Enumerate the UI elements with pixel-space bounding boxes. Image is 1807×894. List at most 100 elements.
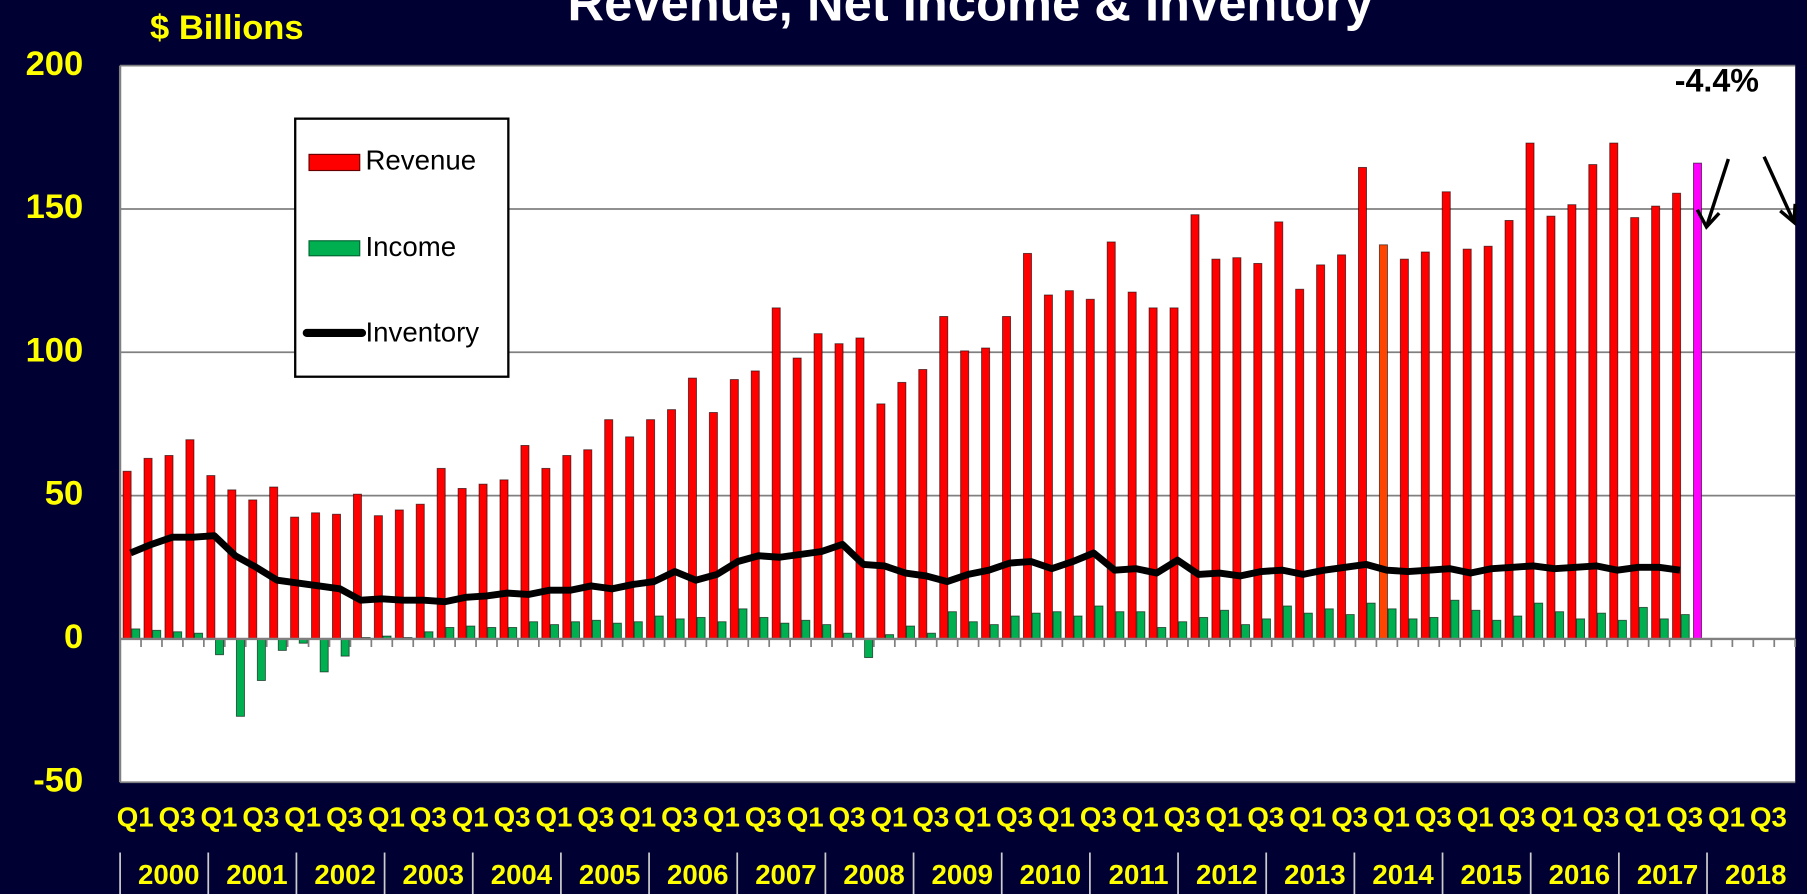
x-tick-label: Q3 [661,801,698,832]
bar [1387,608,1397,640]
bar [1630,217,1640,640]
bar [415,503,425,640]
year-label: 2006 [667,859,728,890]
bar [1513,615,1523,640]
bar [876,403,886,640]
x-tick-label: Q3 [577,801,614,832]
x-tick-label: Q3 [1331,801,1368,832]
bar [989,624,999,640]
bar [646,419,656,640]
x-tick-label: Q1 [1038,801,1075,832]
bar [1253,262,1263,640]
arrows [1695,155,1797,230]
x-tick-label: Q1 [1708,801,1745,832]
bar [1010,615,1020,640]
bar [1555,611,1565,640]
legend-label: Inventory [365,316,479,347]
bar [1450,599,1460,640]
y-tick-label: -50 [33,761,83,799]
year-label: 2000 [138,859,199,890]
bar [570,621,580,640]
bar [1157,627,1167,640]
x-tick-label: Q1 [284,801,321,832]
year-label: 2014 [1372,859,1434,890]
bar [1303,612,1313,640]
bar [394,509,404,640]
bar [1638,606,1648,640]
bar [1282,605,1292,640]
bar [1274,221,1284,640]
year-label: 2001 [226,859,287,890]
bar [918,369,928,640]
bar [855,337,865,640]
x-tick-label: Q3 [494,801,531,832]
x-tick-label: Q1 [1457,801,1494,832]
bar [1220,609,1230,640]
bar [864,638,874,659]
bar [1324,608,1334,640]
bar [1022,252,1032,640]
year-label: 2013 [1284,859,1345,890]
inventory-line [129,532,1681,606]
x-tick-label: Q1 [871,801,908,832]
year-label: 2003 [403,859,464,890]
bar [822,624,832,640]
bar [1127,291,1137,640]
bar [696,616,706,640]
bar [152,629,162,640]
bar [1031,612,1041,640]
bar [487,627,497,640]
y-tick-label: 50 [45,475,83,513]
y-tick-label: 100 [26,331,84,369]
x-tick-label: Q1 [452,801,489,832]
bar [759,616,769,640]
bar [1316,264,1326,640]
y-axis-label: $ Billions [150,9,304,47]
bar [1609,142,1619,640]
y-tick-label: 200 [26,45,84,83]
bar [1136,611,1146,640]
bar [235,638,245,717]
x-tick-label: Q3 [996,801,1033,832]
bar [675,618,685,640]
x-tick-label: Q1 [536,801,573,832]
bar [654,615,664,640]
bar [813,333,823,640]
y-tick-label: 0 [64,618,83,656]
bar [1534,602,1544,640]
bar [1408,618,1418,640]
bar [897,381,907,640]
bar [1659,618,1669,640]
bar [529,621,539,640]
bar [164,455,174,640]
bar [801,619,811,640]
year-label: 2010 [1020,859,1081,890]
x-tick-label: Q1 [703,801,740,832]
bar [939,316,949,640]
x-tick-label: Q3 [1415,801,1452,832]
bar [1232,257,1242,640]
bar [1199,616,1209,640]
bar [1261,618,1271,640]
x-tick-label: Q1 [1122,801,1159,832]
bar [436,467,446,640]
x-tick-label: Q1 [201,801,238,832]
bar [541,467,551,640]
bar [520,444,530,640]
year-label: 2002 [314,859,375,890]
x-tick-label: Q1 [787,801,824,832]
bar [352,493,362,640]
bar [1693,162,1703,640]
x-tick-label: Q1 [1206,801,1243,832]
annotation: -4.4% [1675,62,1759,98]
bar [1002,316,1012,640]
bar [947,611,957,640]
bar [277,638,287,651]
year-label: 2008 [843,859,904,890]
x-tick-label: Q3 [242,801,279,832]
legend-label: Income [365,231,456,262]
bar [633,621,643,640]
x-tick-label: Q1 [1541,801,1578,832]
x-tick-label: Q3 [1247,801,1284,832]
bar [227,489,237,640]
